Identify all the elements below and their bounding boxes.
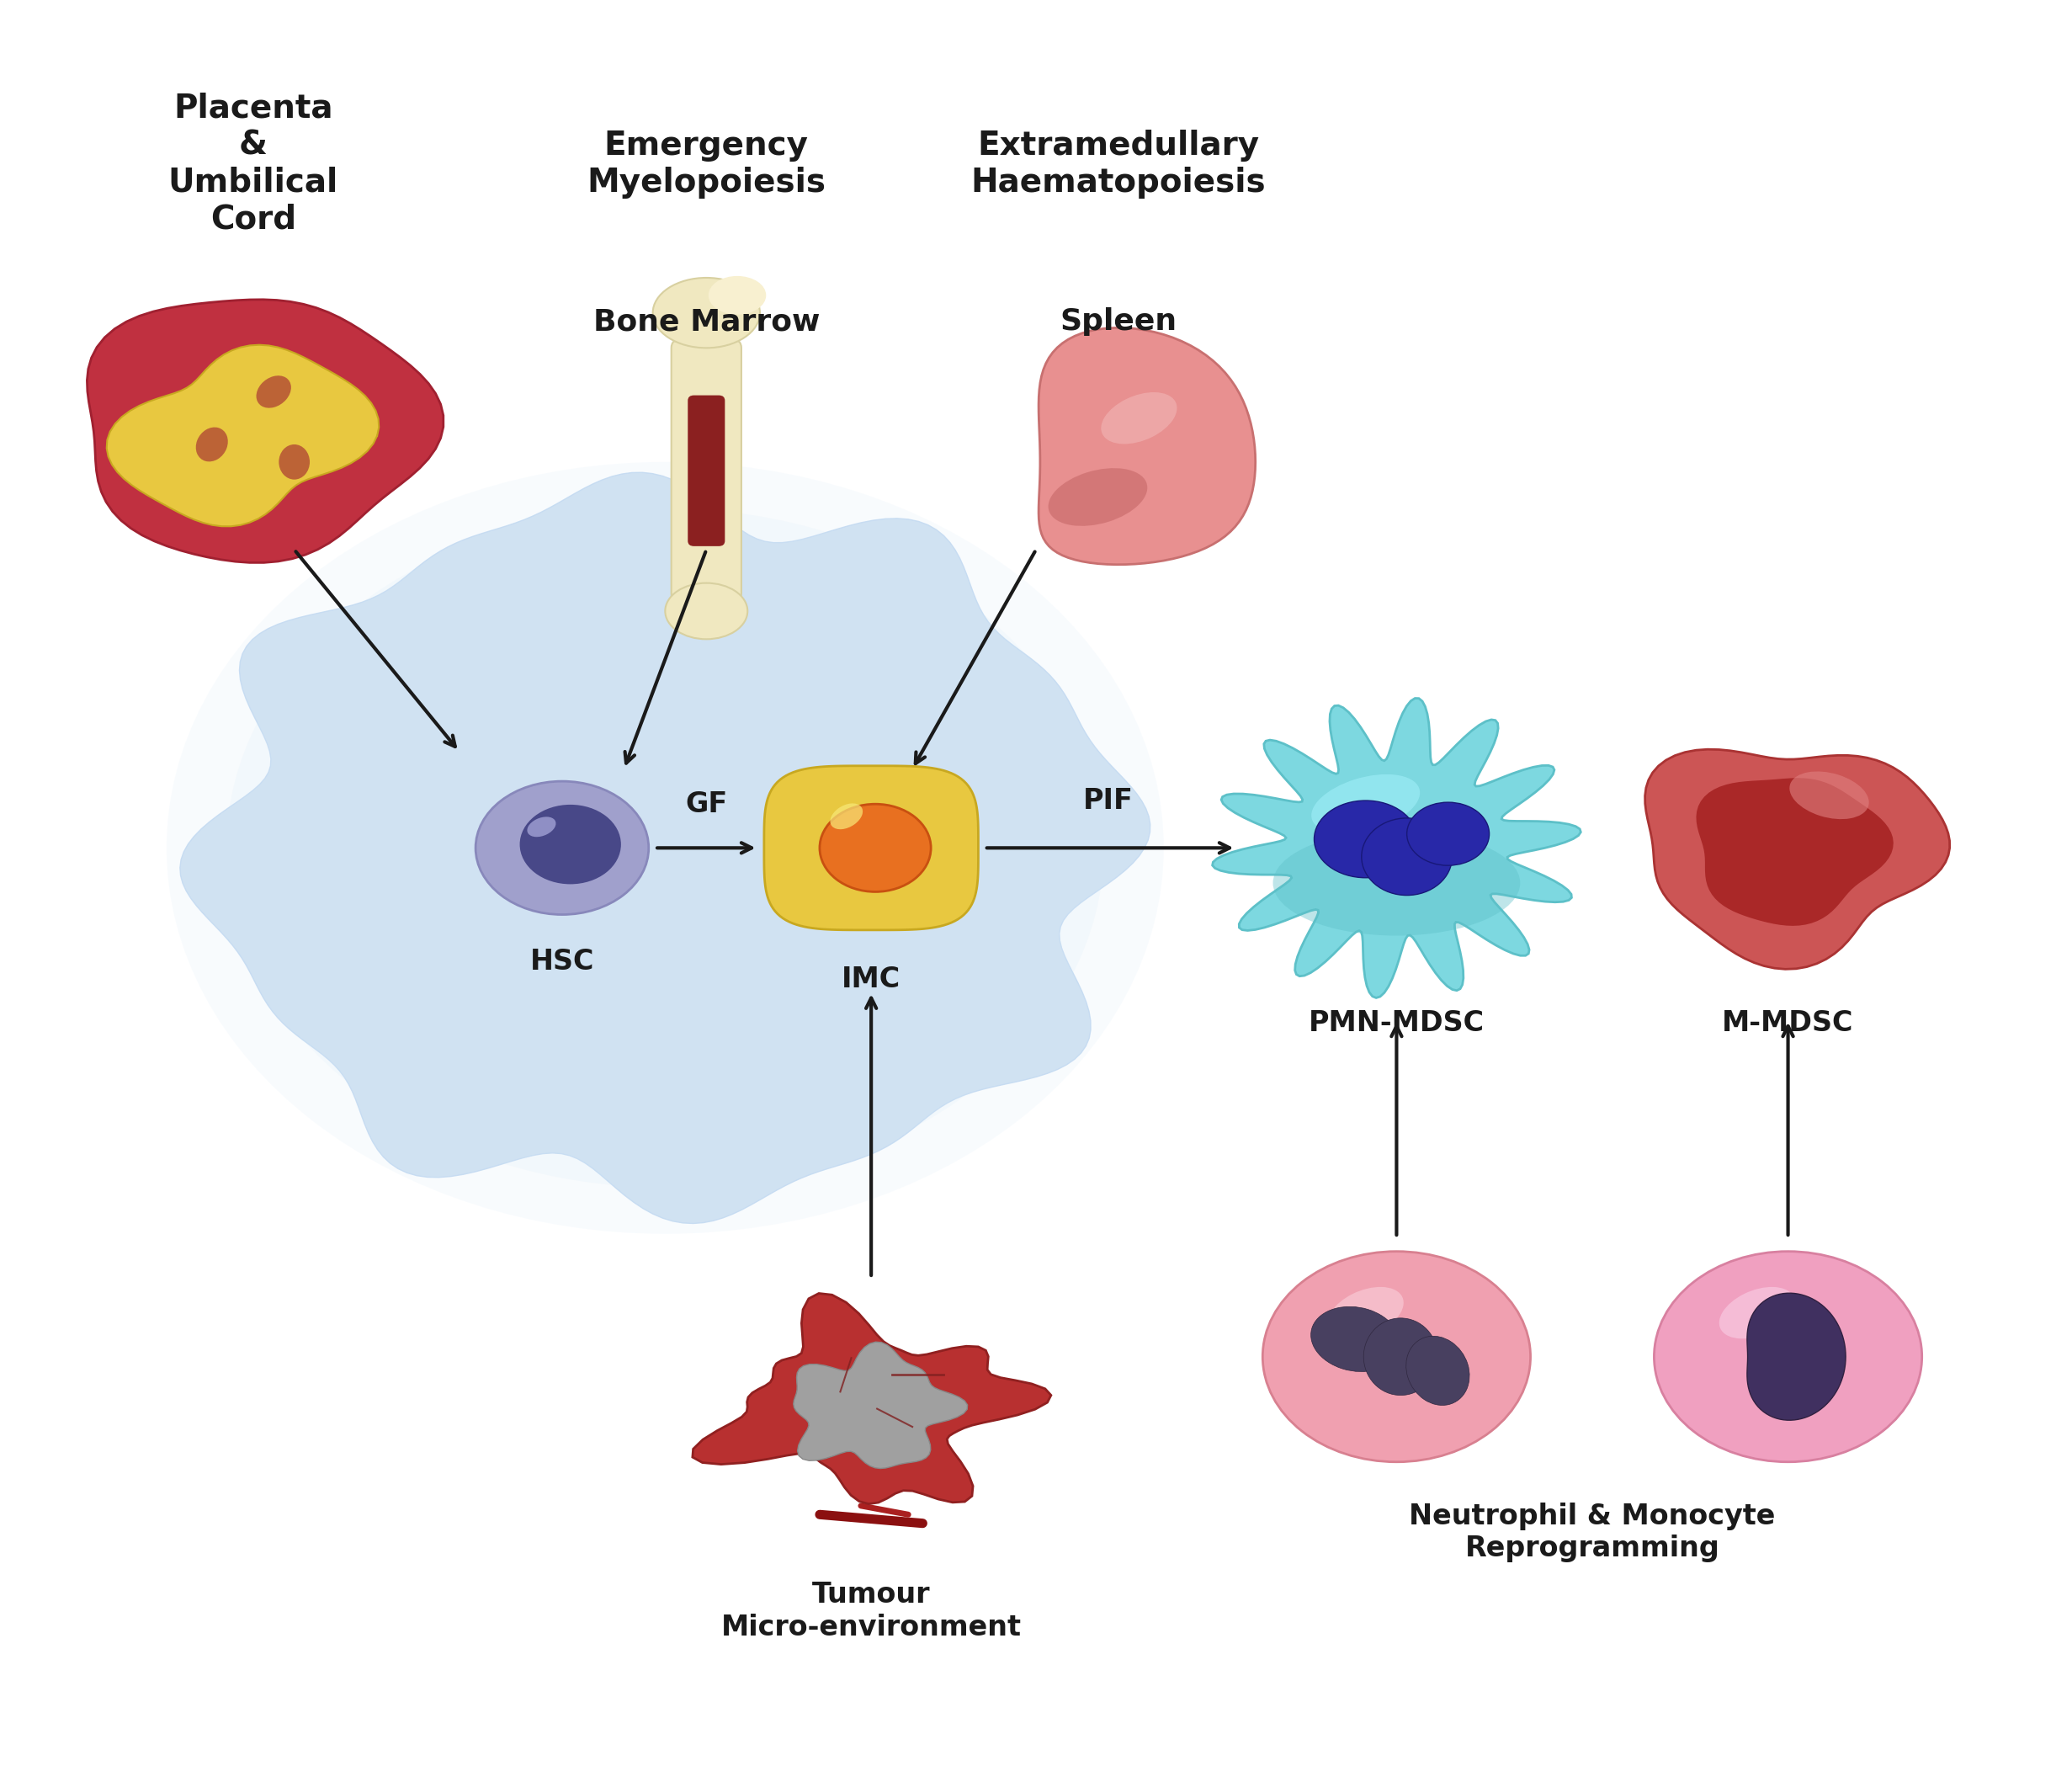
Ellipse shape (520, 805, 620, 883)
Ellipse shape (1100, 392, 1177, 443)
Ellipse shape (526, 818, 555, 837)
Text: Extramedullary
Haematopoiesis: Extramedullary Haematopoiesis (972, 129, 1266, 198)
Ellipse shape (197, 427, 228, 461)
Polygon shape (180, 473, 1150, 1224)
Text: Neutrophil & Monocyte
Reprogramming: Neutrophil & Monocyte Reprogramming (1409, 1503, 1776, 1563)
Ellipse shape (1314, 800, 1417, 878)
Text: PIF: PIF (1084, 786, 1133, 814)
Text: IMC: IMC (841, 966, 901, 994)
FancyBboxPatch shape (671, 339, 742, 602)
Ellipse shape (286, 555, 1044, 1141)
Ellipse shape (831, 804, 862, 830)
Polygon shape (1645, 749, 1950, 970)
Ellipse shape (1790, 772, 1869, 819)
Text: Spleen: Spleen (1061, 307, 1177, 336)
Ellipse shape (1653, 1252, 1923, 1462)
Ellipse shape (477, 781, 649, 915)
Ellipse shape (1407, 1337, 1469, 1406)
Ellipse shape (1328, 1287, 1403, 1339)
Ellipse shape (406, 646, 924, 1049)
Ellipse shape (346, 600, 984, 1095)
Ellipse shape (257, 376, 290, 408)
Ellipse shape (280, 445, 309, 480)
Ellipse shape (1272, 830, 1521, 936)
Polygon shape (765, 766, 978, 931)
Text: PMN-MDSC: PMN-MDSC (1310, 1010, 1484, 1037)
Ellipse shape (709, 275, 767, 314)
Ellipse shape (1312, 1307, 1401, 1372)
Polygon shape (692, 1293, 1051, 1505)
Polygon shape (1697, 779, 1894, 925)
FancyBboxPatch shape (688, 396, 725, 546)
Polygon shape (794, 1342, 968, 1469)
Ellipse shape (821, 804, 930, 892)
Ellipse shape (1361, 818, 1452, 895)
Ellipse shape (665, 583, 748, 639)
Polygon shape (87, 300, 443, 563)
Text: HSC: HSC (530, 948, 595, 977)
Ellipse shape (1720, 1287, 1794, 1339)
Ellipse shape (166, 463, 1164, 1234)
Polygon shape (1038, 328, 1256, 565)
Text: Emergency
Myelopoiesis: Emergency Myelopoiesis (586, 129, 827, 198)
Ellipse shape (653, 277, 760, 348)
Text: M-MDSC: M-MDSC (1722, 1010, 1854, 1037)
Polygon shape (1747, 1293, 1846, 1420)
Ellipse shape (1363, 1317, 1438, 1395)
Ellipse shape (1407, 802, 1490, 865)
Ellipse shape (226, 509, 1104, 1187)
Text: Placenta
&
Umbilical
Cord: Placenta & Umbilical Cord (168, 92, 338, 235)
Text: Tumour
Micro-environment: Tumour Micro-environment (721, 1581, 1021, 1641)
Polygon shape (106, 344, 379, 526)
Ellipse shape (1312, 774, 1419, 834)
Ellipse shape (1048, 468, 1148, 526)
Polygon shape (1212, 698, 1581, 998)
Text: GF: GF (686, 789, 727, 818)
Text: Bone Marrow: Bone Marrow (593, 307, 821, 336)
Ellipse shape (1262, 1252, 1531, 1462)
